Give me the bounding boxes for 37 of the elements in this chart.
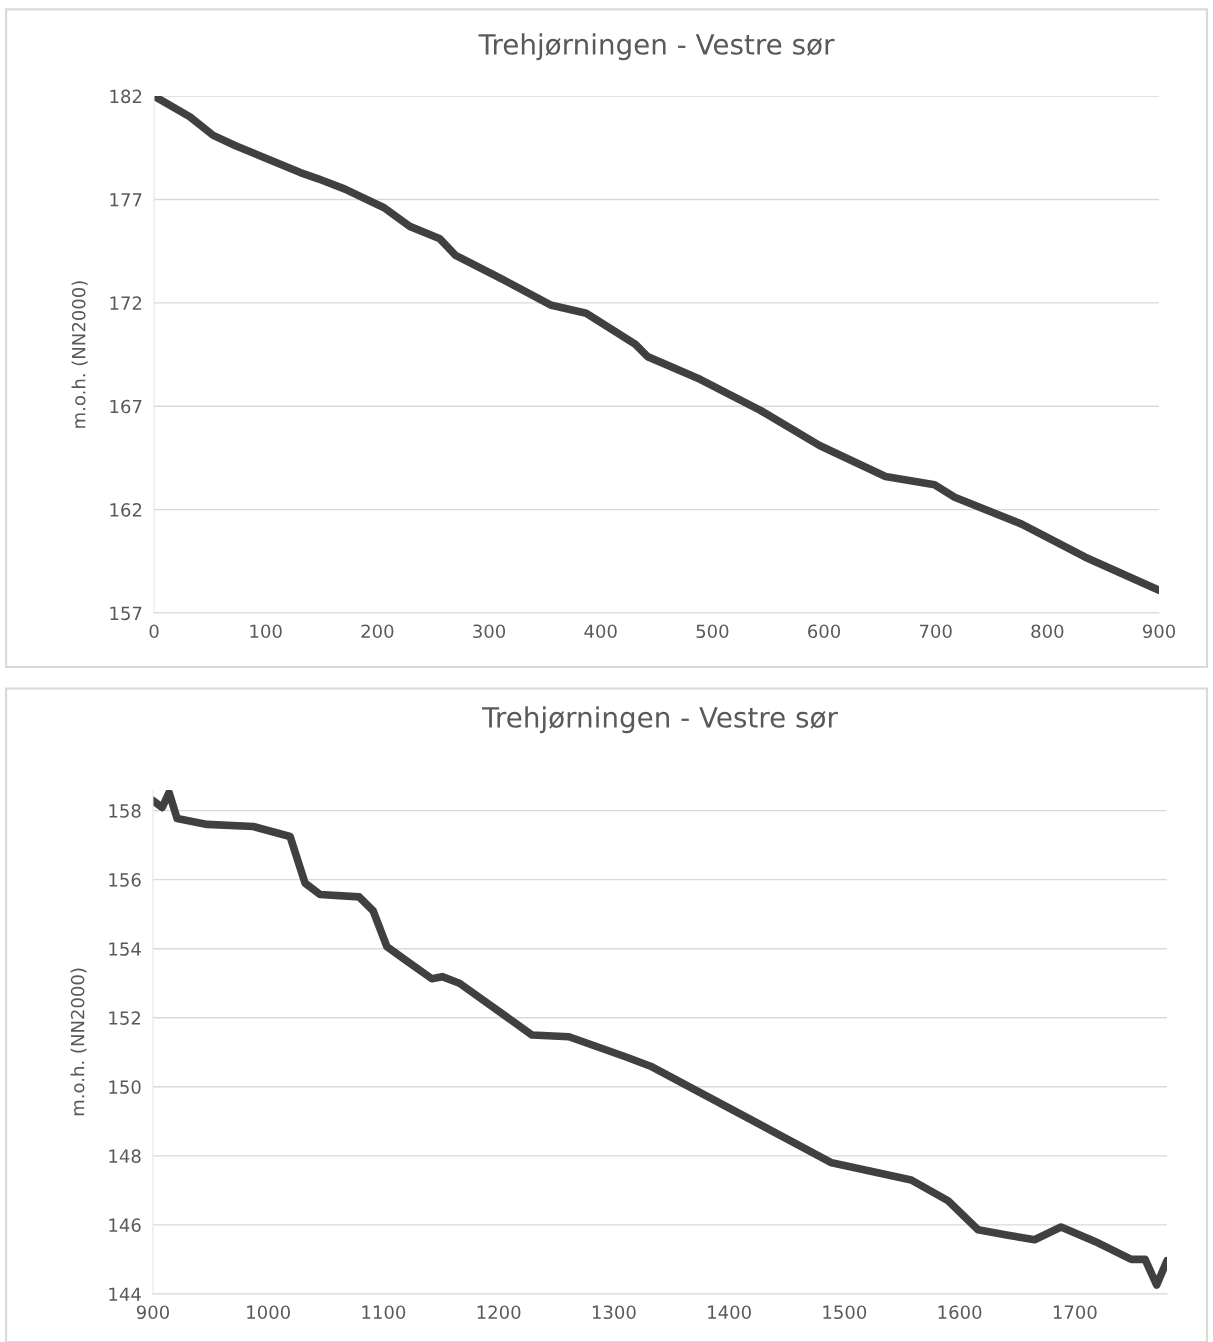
x-tick-label: 800 bbox=[1031, 624, 1064, 639]
chart-title: Trehjørningen - Vestre sør bbox=[478, 33, 835, 61]
x-tick-label: 1700 bbox=[1053, 1305, 1097, 1320]
y-tick-label: 167 bbox=[110, 399, 142, 414]
x-tick-label: 200 bbox=[361, 624, 394, 639]
y-tick-label: 152 bbox=[109, 1011, 141, 1025]
chart-title: Trehjørningen - Vestre sør bbox=[481, 706, 838, 734]
y-tick-label: 172 bbox=[110, 296, 142, 310]
y-tick-label: 158 bbox=[109, 804, 141, 818]
y-tick-label: 154 bbox=[109, 942, 141, 956]
x-tick-label: 1100 bbox=[362, 1305, 406, 1320]
x-tick-label: 1000 bbox=[247, 1305, 290, 1320]
y-tick-label: 146 bbox=[109, 1218, 141, 1233]
x-tick-label: 400 bbox=[584, 624, 617, 639]
y-tick-label: 148 bbox=[109, 1149, 141, 1163]
x-tick-label: 1300 bbox=[592, 1305, 636, 1320]
x-tick-label: 500 bbox=[696, 624, 729, 639]
x-tick-label: 900 bbox=[1142, 624, 1176, 639]
x-tick-label: 1600 bbox=[938, 1305, 982, 1320]
x-tick-label: 1400 bbox=[708, 1305, 751, 1320]
y-axis-title: m.o.h. (NN2000) bbox=[71, 281, 88, 428]
x-tick-label: 100 bbox=[250, 624, 282, 639]
y-tick-label: 182 bbox=[110, 89, 142, 104]
x-tick-label: 300 bbox=[473, 624, 506, 639]
x-tick-label: 1500 bbox=[823, 1305, 867, 1320]
x-tick-label: 700 bbox=[919, 624, 952, 639]
y-tick-label: 157 bbox=[110, 606, 142, 621]
y-tick-label: 162 bbox=[110, 503, 142, 517]
x-tick-label: 600 bbox=[808, 624, 841, 639]
y-tick-label: 150 bbox=[109, 1080, 141, 1094]
x-tick-label: 0 bbox=[149, 624, 159, 639]
y-axis-title: m.o.h. (NN2000) bbox=[70, 968, 87, 1116]
y-tick-label: 177 bbox=[110, 193, 142, 207]
x-tick-label: 1200 bbox=[477, 1305, 521, 1320]
x-tick-label: 900 bbox=[136, 1305, 169, 1320]
y-tick-label: 156 bbox=[109, 873, 141, 887]
y-tick-label: 144 bbox=[109, 1287, 141, 1301]
